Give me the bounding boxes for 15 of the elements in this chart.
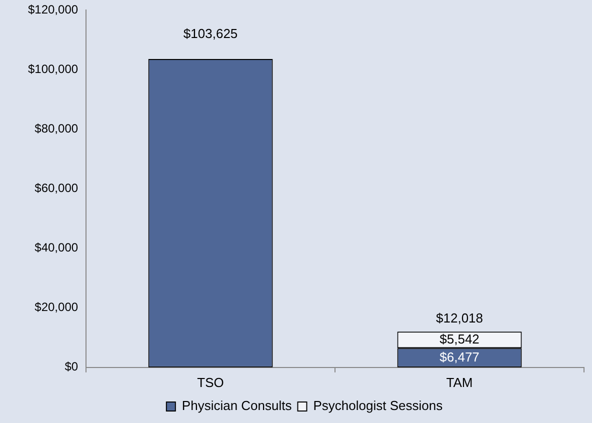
- data-label: $5,542: [440, 331, 480, 346]
- y-tick-label: $0: [64, 360, 78, 374]
- y-tick-label: $100,000: [28, 62, 78, 76]
- legend-label: Physician Consults: [182, 398, 292, 414]
- x-tick-label: TSO: [197, 374, 224, 390]
- y-tick-label: $20,000: [34, 300, 78, 314]
- y-tick-label: $120,000: [28, 2, 78, 17]
- y-tick-label: $80,000: [34, 122, 78, 136]
- total-label: $12,018: [436, 310, 484, 326]
- legend-label: Psychologist Sessions: [313, 398, 444, 414]
- y-tick-label: $40,000: [34, 240, 78, 255]
- y-tick-label: $60,000: [34, 181, 78, 196]
- x-tick-label: TAM: [446, 374, 473, 390]
- total-label: $103,625: [183, 26, 238, 42]
- data-label: $6,477: [440, 349, 480, 364]
